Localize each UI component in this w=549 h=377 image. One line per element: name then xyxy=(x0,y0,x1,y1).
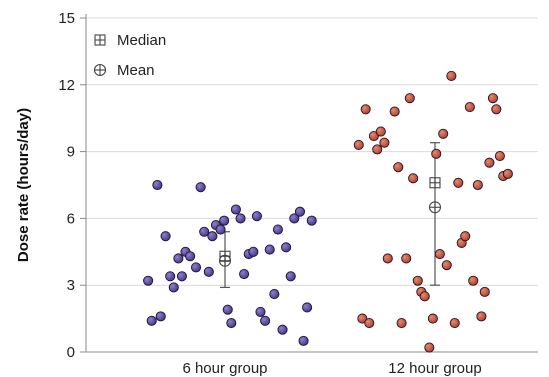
data-point-12h xyxy=(419,291,430,302)
data-point-6h xyxy=(185,251,196,262)
data-point-6h xyxy=(277,324,288,335)
data-point-12h xyxy=(487,93,499,104)
data-point-6h xyxy=(264,244,275,255)
data-point-12h xyxy=(427,313,438,324)
data-point-12h xyxy=(476,311,487,322)
y-tick-label: 15 xyxy=(58,10,75,27)
data-point-12h xyxy=(431,148,442,159)
data-point-12h xyxy=(449,318,460,329)
legend-label: Mean xyxy=(117,62,155,79)
data-point-12h xyxy=(360,104,371,115)
data-point-12h xyxy=(491,104,502,115)
data-point-12h xyxy=(353,139,364,150)
data-point-6h xyxy=(160,231,171,242)
data-point-12h xyxy=(404,93,415,104)
data-point-12h xyxy=(460,231,471,242)
x-tick-label: 6 hour group xyxy=(182,360,267,377)
legend-median-symbol xyxy=(94,34,106,46)
data-point-12h xyxy=(424,342,435,353)
data-point-12h xyxy=(468,275,479,286)
data-point-12h xyxy=(438,128,449,139)
data-point-12h xyxy=(494,151,505,162)
y-tick-label: 9 xyxy=(67,144,75,161)
data-point-6h xyxy=(298,335,309,346)
data-point-12h xyxy=(446,70,457,81)
data-point-6h xyxy=(215,224,226,235)
data-point-6h xyxy=(199,226,210,237)
data-point-12h xyxy=(412,275,423,286)
x-tick-labels: 6 hour group 12 hour group xyxy=(182,360,481,377)
data-point-6h xyxy=(294,206,306,217)
data-point-6h xyxy=(289,213,300,224)
data-point-12h xyxy=(396,318,407,329)
data-point-6h xyxy=(155,311,166,322)
mean-marker xyxy=(428,201,442,214)
data-point-6h xyxy=(230,204,241,215)
data-point-12h xyxy=(408,173,419,184)
data-point-12h xyxy=(375,126,386,137)
data-point-12h xyxy=(441,260,452,271)
data-point-6h xyxy=(195,182,206,193)
data-point-6h xyxy=(207,231,218,242)
data-point-6h xyxy=(146,315,157,326)
data-point-12h xyxy=(484,157,495,168)
data-point-12h xyxy=(372,144,383,155)
data-point-6h xyxy=(281,242,292,253)
y-tick-label: 6 xyxy=(67,210,75,227)
data-point-6h xyxy=(165,271,176,282)
mean-marker xyxy=(218,254,232,267)
data-point-6h xyxy=(176,271,187,282)
data-point-12h xyxy=(382,253,393,264)
data-point-6h xyxy=(285,271,296,282)
data-point-6h xyxy=(143,275,154,286)
y-tick-label: 3 xyxy=(67,277,75,294)
median-marker xyxy=(429,177,441,189)
data-point-6h xyxy=(255,306,266,317)
data-point-12h xyxy=(364,318,375,329)
data-point-6h xyxy=(306,215,317,226)
legend-label: Median xyxy=(117,32,166,49)
data-point-12h xyxy=(502,168,513,179)
data-point-6h xyxy=(168,282,179,293)
data-points xyxy=(143,70,513,353)
legend-mean-symbol xyxy=(93,63,107,77)
gridlines xyxy=(86,17,538,286)
data-point-12h xyxy=(453,177,464,188)
data-point-6h xyxy=(239,269,250,280)
data-point-6h xyxy=(272,224,283,235)
data-point-6h xyxy=(248,246,259,257)
data-point-6h xyxy=(222,304,233,315)
data-point-12h xyxy=(472,179,483,191)
y-axis-title: Dose rate (hours/day) xyxy=(15,108,32,262)
summary-markers xyxy=(218,177,442,267)
data-point-12h xyxy=(393,162,404,173)
legend: Median Mean xyxy=(93,32,166,79)
data-point-6h xyxy=(226,318,237,329)
data-point-6h xyxy=(219,215,230,226)
data-point-6h xyxy=(260,315,271,326)
y-tick-label: 12 xyxy=(58,77,75,94)
data-point-6h xyxy=(190,262,202,273)
data-point-6h xyxy=(302,302,313,313)
data-point-6h xyxy=(173,253,184,264)
data-point-6h xyxy=(251,211,262,222)
data-point-12h xyxy=(401,253,412,264)
data-point-12h xyxy=(379,137,390,148)
data-point-12h xyxy=(479,286,490,297)
axes xyxy=(80,14,538,353)
data-point-6h xyxy=(269,289,280,300)
data-point-6h xyxy=(235,213,246,224)
data-point-6h xyxy=(152,179,163,191)
data-point-6h xyxy=(203,266,214,277)
data-point-12h xyxy=(434,248,445,260)
data-point-12h xyxy=(389,106,400,117)
data-point-12h xyxy=(464,102,475,113)
x-tick-label: 12 hour group xyxy=(388,360,481,377)
y-tick-label: 0 xyxy=(67,344,75,361)
y-tick-labels: 0 3 6 9 12 15 xyxy=(58,10,75,361)
